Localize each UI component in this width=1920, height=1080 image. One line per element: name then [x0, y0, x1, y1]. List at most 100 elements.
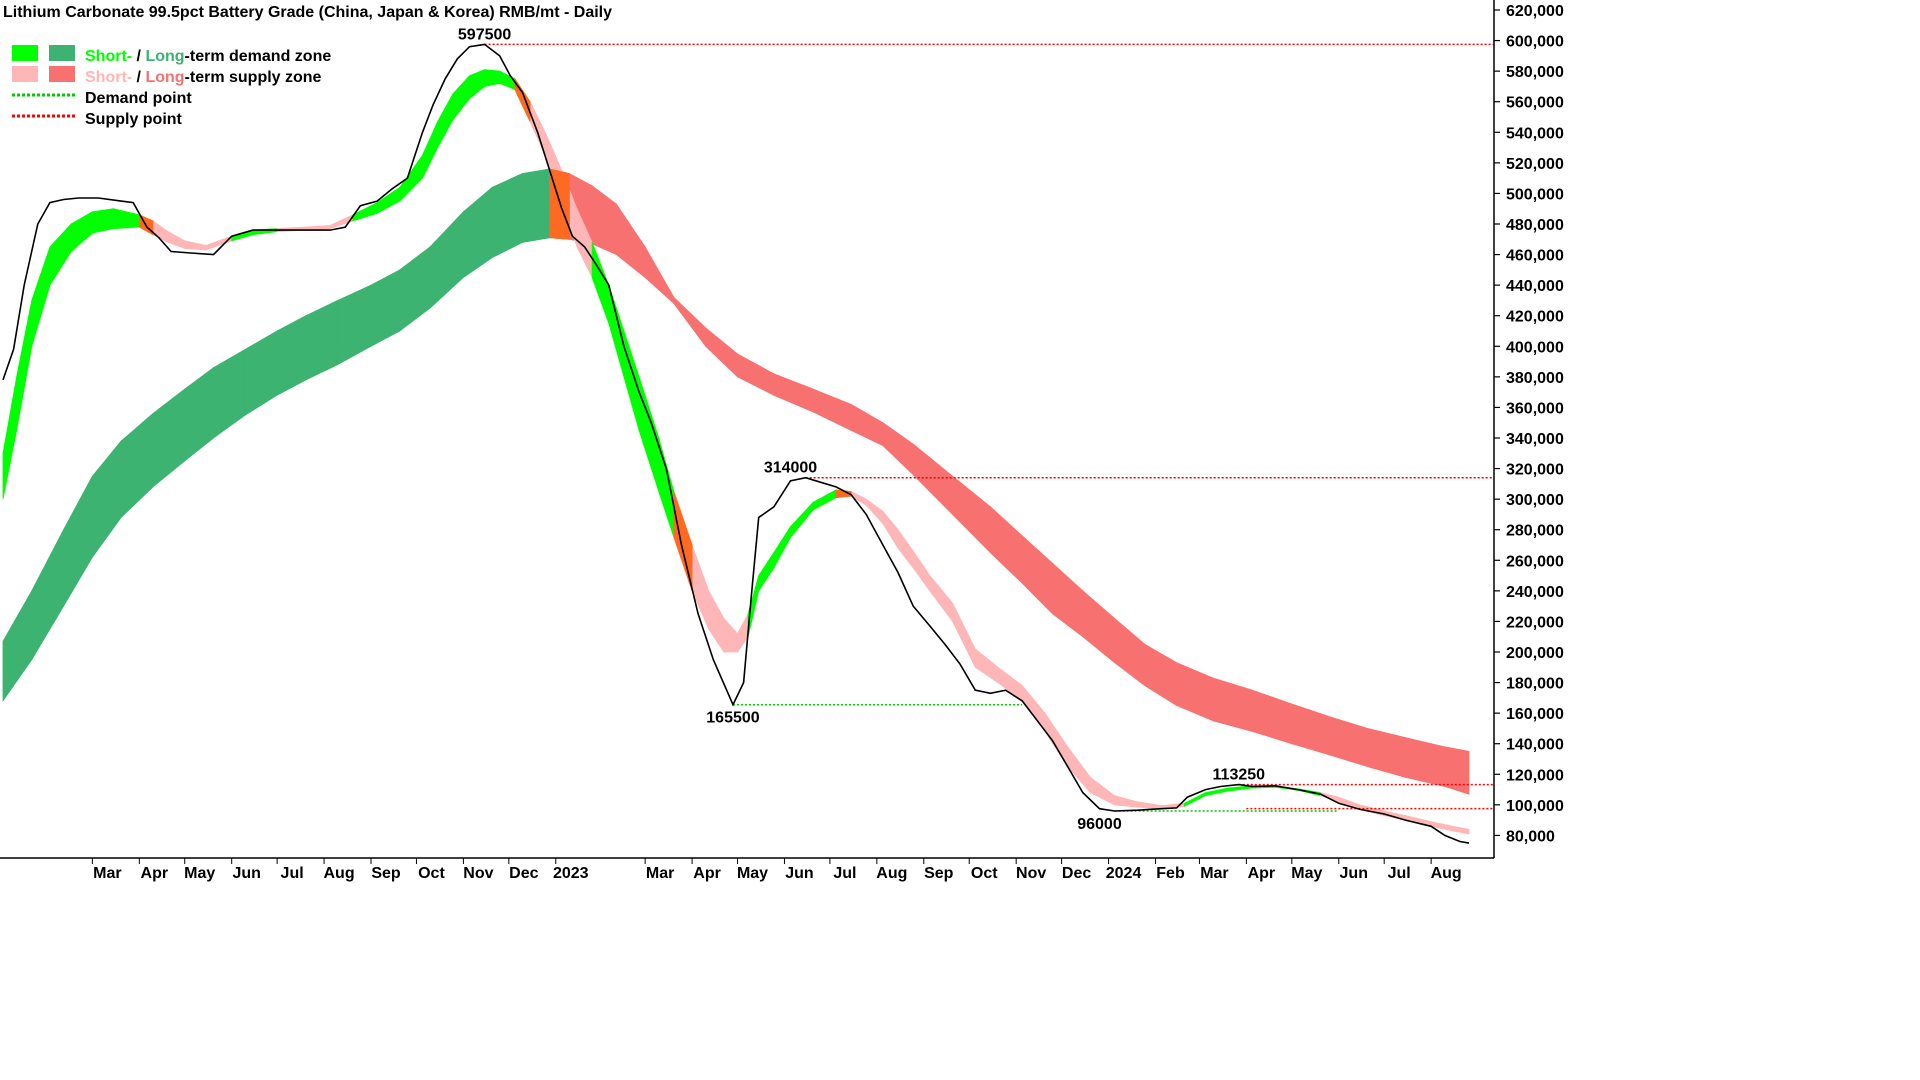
x-tick-label: Jul	[1388, 865, 1411, 882]
x-tick-label: Oct	[418, 865, 445, 882]
legend-label-part: Demand point	[85, 90, 192, 107]
y-tick-label: 560,000	[1506, 95, 1564, 112]
long-term-zone-segment	[591, 184, 617, 256]
short-term-zone-segment	[113, 208, 140, 230]
x-tick-label: Jun	[785, 865, 813, 882]
short-term-zone-segment	[1320, 792, 1340, 803]
long-term-zone-segment	[615, 202, 646, 279]
legend-label-part: Supply point	[85, 111, 183, 128]
y-tick-label: 440,000	[1506, 278, 1564, 295]
x-tick-label: Jul	[833, 865, 856, 882]
x-tick-label: Apr	[1248, 865, 1276, 882]
legend-label-part: -term supply zone	[185, 69, 322, 86]
short-term-zone-segment	[773, 525, 791, 569]
short-term-zone-segment	[608, 285, 625, 377]
x-tick-label: Feb	[1156, 865, 1185, 882]
annotation-label: 165500	[706, 710, 759, 727]
short-transitions	[138, 77, 852, 591]
y-tick-label: 540,000	[1506, 125, 1564, 142]
y-tick-label: 80,000	[1506, 828, 1555, 845]
long-term-zone-segment	[1052, 562, 1084, 638]
y-tick-label: 420,000	[1506, 309, 1564, 326]
legend-swatch-long	[49, 66, 75, 82]
x-tick-label: Oct	[971, 865, 998, 882]
short-term-zone-segment	[997, 666, 1023, 702]
short-term-zone-segment	[70, 211, 93, 253]
long-term-zone-segment	[644, 245, 675, 305]
long-term-zone-segment	[1252, 689, 1293, 745]
long-term-zone-segment	[276, 315, 307, 396]
long-term-zone	[2, 168, 1470, 795]
x-tick-label: Mar	[1200, 865, 1228, 882]
y-tick-label: 240,000	[1506, 584, 1564, 601]
chart-title: Lithium Carbonate 99.5pct Battery Grade …	[3, 4, 612, 21]
long-term-zone-segment	[812, 388, 852, 431]
long-term-zone-segment	[773, 373, 814, 413]
long-term-zone-segment	[990, 505, 1023, 585]
long-term-zone-segment	[705, 327, 738, 378]
x-tick-label: May	[737, 865, 768, 882]
reference-lines	[484, 43, 1494, 812]
annotation-label: 597500	[458, 26, 511, 43]
long-term-zone-segment	[1114, 617, 1146, 687]
legend-label: Demand point	[85, 90, 192, 107]
annotation-label: 113250	[1213, 767, 1266, 784]
x-tick-label: Aug	[876, 865, 907, 882]
long-term-zone-segment	[850, 403, 884, 447]
short-term-zone-segment	[49, 222, 72, 287]
short-term-zone-segment	[1430, 821, 1453, 832]
short-term-zone-segment	[469, 69, 485, 100]
y-tick-label: 200,000	[1506, 645, 1564, 662]
short-term-zone-segment	[1089, 776, 1116, 806]
long-term-zone-segment	[1404, 737, 1446, 788]
legend-label-part: Long	[145, 48, 184, 65]
axes-layer	[0, 0, 1495, 859]
price-layer	[2, 43, 1470, 844]
price-chart: 80,000 100,000 120,000 140,000 160,000 180,00…	[0, 0, 1564, 882]
long-term-zone-segment	[1176, 662, 1214, 722]
legend-label-part: Short-	[85, 48, 132, 65]
legend-label-part: /	[132, 69, 145, 86]
short-term-zone-segment	[31, 246, 51, 347]
x-tick-label: Jul	[281, 865, 304, 882]
y-tick-label: 380,000	[1506, 370, 1564, 387]
x-tick-label: Mar	[646, 865, 674, 882]
x-tick-label: Sep	[371, 865, 401, 882]
short-term-zone-segment	[184, 240, 207, 251]
y-tick-label: 340,000	[1506, 431, 1564, 448]
price-line	[2, 43, 1470, 844]
x-tick-label: Nov	[463, 865, 493, 882]
long-term-zone-segment	[337, 284, 372, 366]
long-term-zone-segment	[2, 589, 33, 703]
long-term-zone-segment	[1291, 703, 1329, 755]
annotations-layer: 597500 314000 165500 113250 96000	[458, 26, 1265, 833]
x-tick-label: May	[1291, 865, 1322, 882]
y-tick-label: 100,000	[1506, 798, 1564, 815]
short-term-zone-segment	[452, 74, 470, 122]
y-tick-label: 260,000	[1506, 553, 1564, 570]
long-term-zone-segment	[63, 476, 93, 608]
x-tick-label: Dec	[1062, 865, 1091, 882]
short-term-zone-segment	[167, 230, 186, 250]
long-term-zone-segment	[1082, 589, 1116, 664]
short-term-zone-segment	[1021, 684, 1046, 733]
short-term-zone-segment	[1451, 825, 1470, 835]
x-tick-label: Dec	[509, 865, 538, 882]
x-tick-label: 2024	[1106, 865, 1142, 882]
short-term-zone-segment	[91, 208, 114, 234]
legend-label: Supply point	[85, 111, 183, 128]
legend-swatch-short	[12, 66, 38, 82]
short-term-zone-segment	[929, 574, 953, 623]
legend-label-part: Short-	[85, 69, 132, 86]
y-tick-label: 160,000	[1506, 706, 1564, 723]
long-term-zone-segment	[1367, 727, 1406, 778]
short-term-zone-segment	[484, 69, 501, 87]
long-term-zone-segment	[912, 443, 953, 516]
x-tick-label: Jun	[232, 865, 260, 882]
short-term-zone-segment	[708, 590, 725, 654]
short-term-zone-segment	[1136, 801, 1162, 810]
long-term-zone-segment	[737, 353, 775, 396]
y-tick-label: 620,000	[1506, 3, 1564, 20]
long-term-zone-segment	[1144, 643, 1178, 707]
